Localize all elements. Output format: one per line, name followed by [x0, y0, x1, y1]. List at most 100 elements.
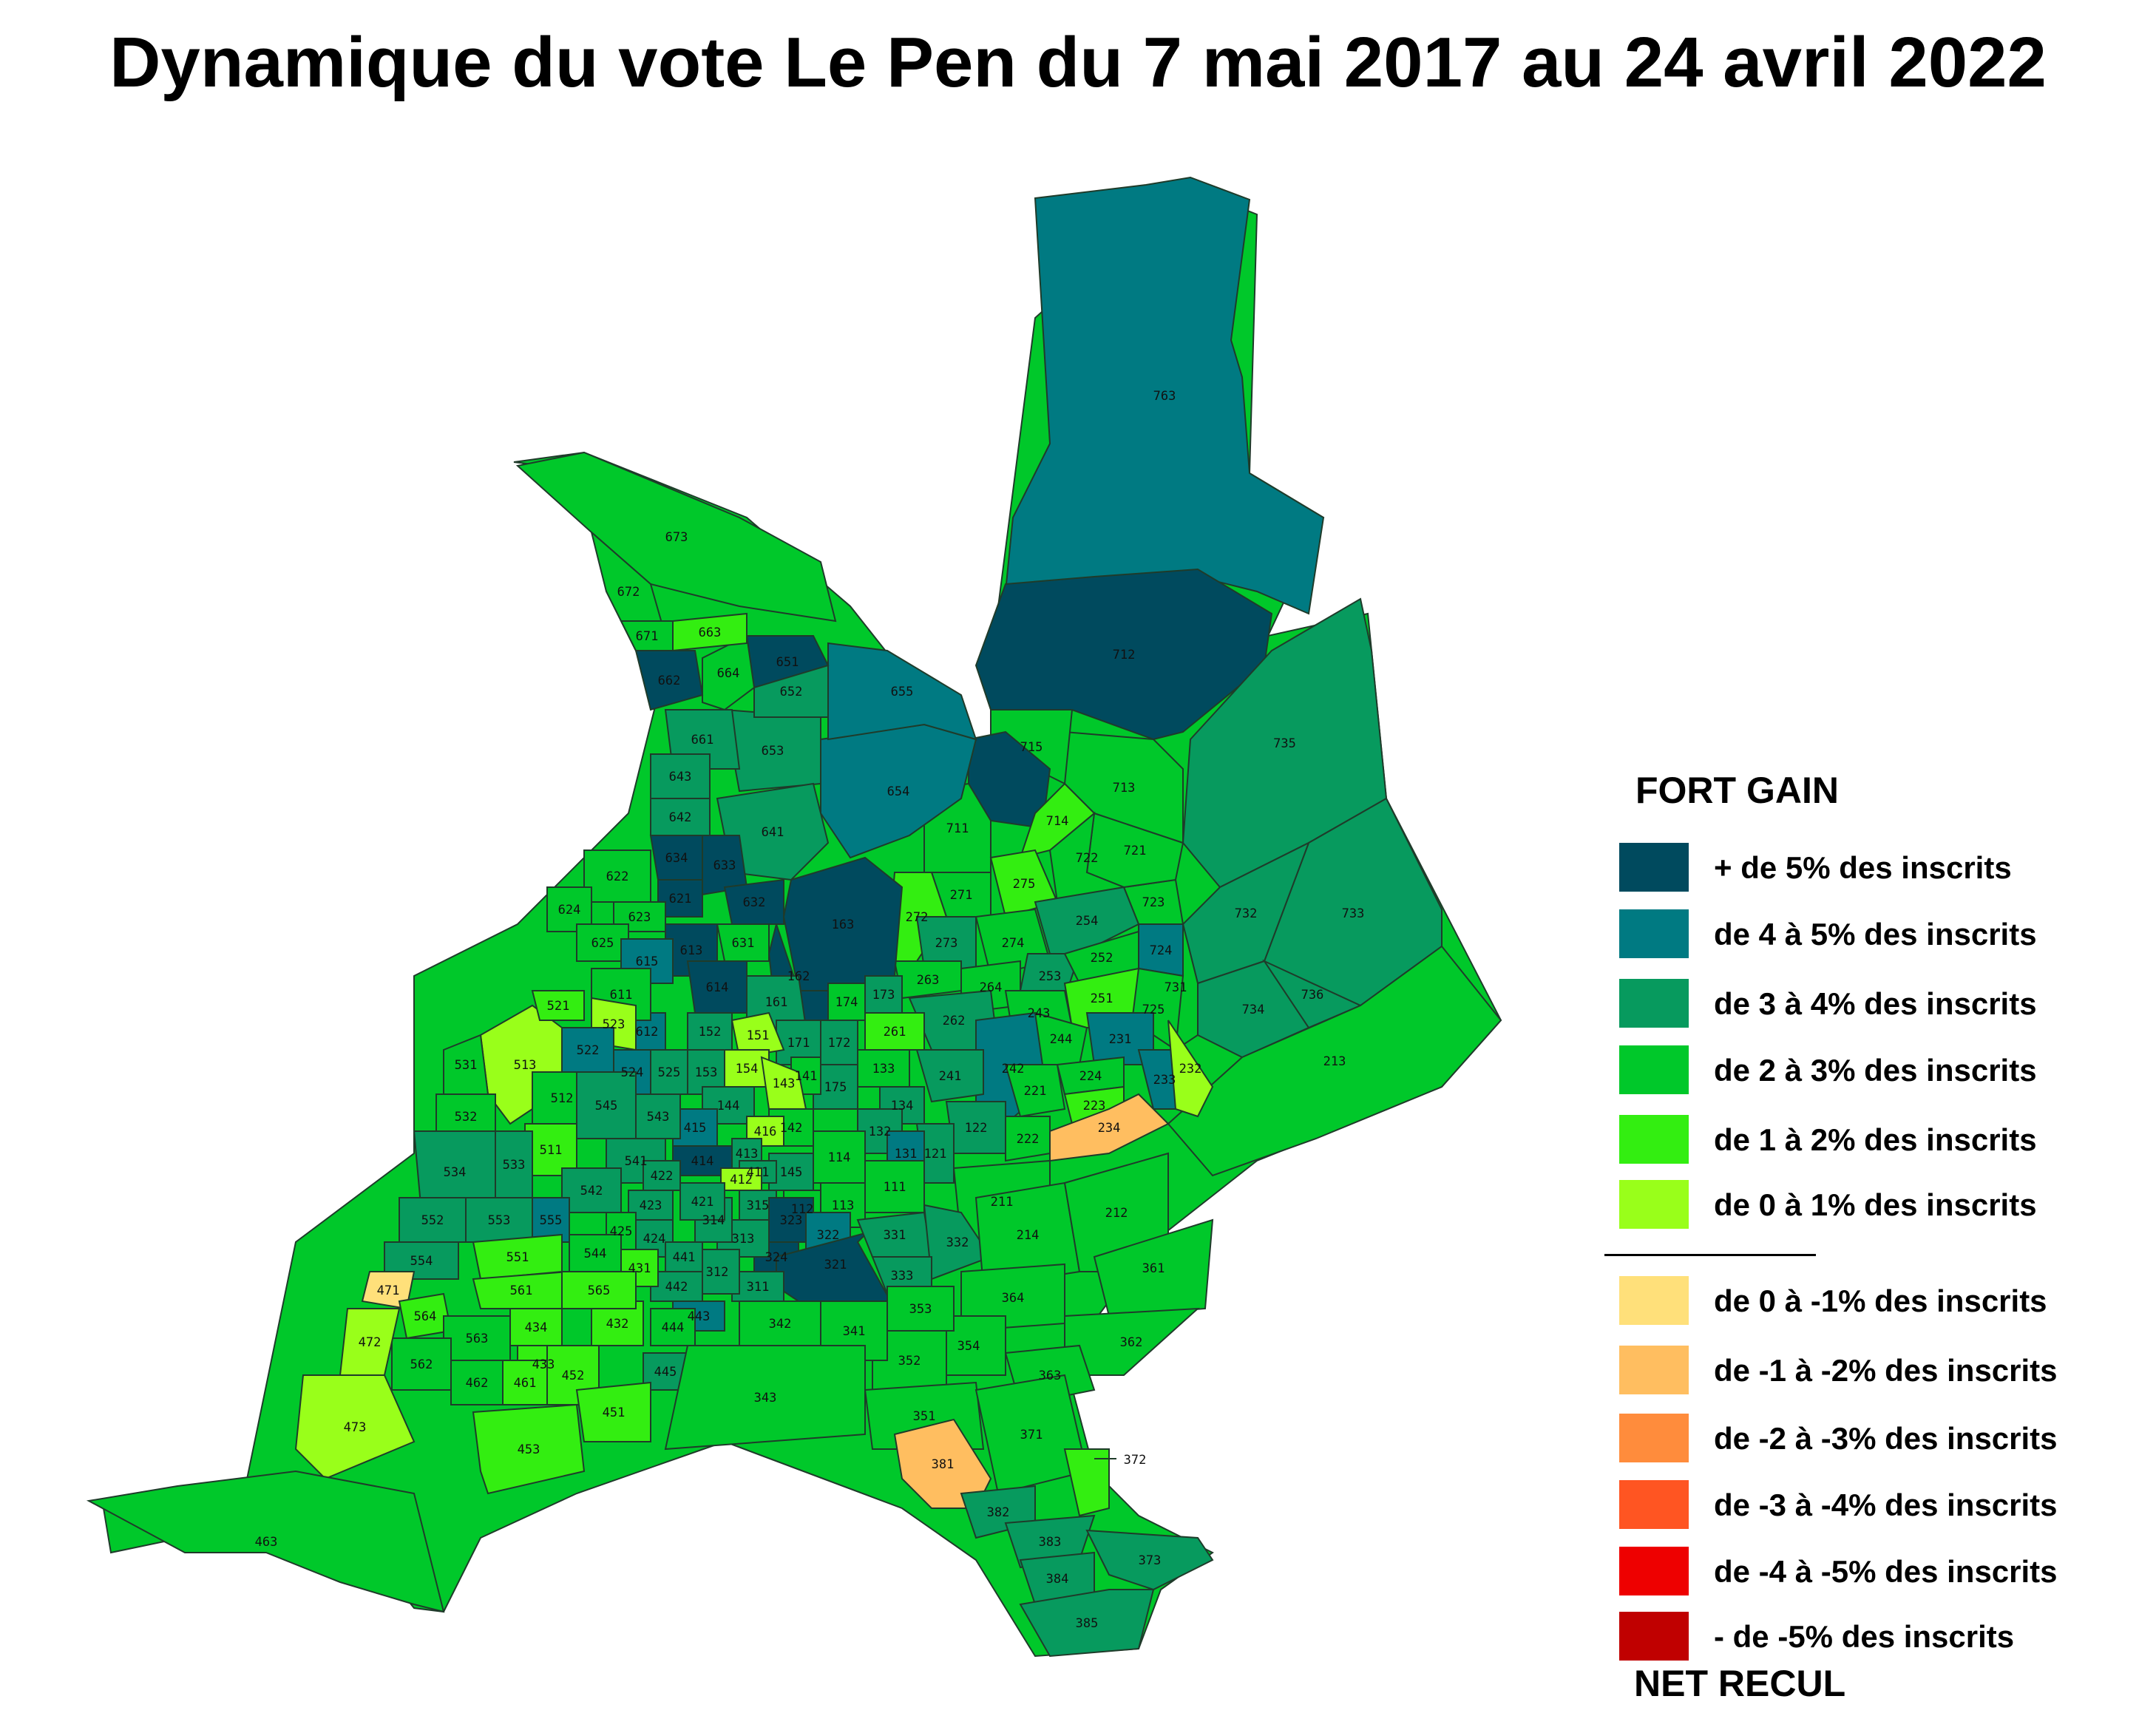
sector-label-554: 554: [410, 1254, 433, 1269]
sector-label-172: 172: [828, 1036, 851, 1051]
sector-label-364: 364: [1002, 1291, 1025, 1306]
sector-label-471: 471: [377, 1283, 400, 1298]
sector-label-342: 342: [769, 1317, 792, 1332]
legend-swatch: [1619, 1346, 1689, 1394]
sector-451: [575, 1381, 651, 1442]
sector-label-561: 561: [510, 1283, 533, 1298]
sector-label-622: 622: [606, 869, 629, 884]
sector-372: [1063, 1448, 1110, 1517]
sector-label-733: 733: [1342, 906, 1365, 921]
legend-label: de 4 à 5% des inscrits: [1714, 917, 2037, 952]
sector-label-421: 421: [691, 1195, 714, 1210]
sector-label-621: 621: [669, 892, 692, 906]
sector-label-131: 131: [895, 1147, 918, 1161]
sector-label-653: 653: [762, 744, 784, 759]
sector-173: [864, 975, 903, 1014]
sector-label-232: 232: [1179, 1062, 1202, 1076]
legend-swatch: [1619, 1045, 1689, 1094]
sector-632: [723, 878, 784, 925]
sector-label-122: 122: [965, 1121, 988, 1136]
legend-label: de -1 à -2% des inscrits: [1714, 1353, 2058, 1388]
sector-label-163: 163: [832, 918, 855, 932]
sector-label-263: 263: [917, 973, 940, 988]
legend-swatch: [1619, 1414, 1689, 1462]
sector-label-224: 224: [1079, 1069, 1102, 1084]
sector-463: [86, 1470, 445, 1613]
sector-label-412: 412: [730, 1173, 753, 1187]
sector-label-173: 173: [872, 988, 895, 1003]
sector-714: [1019, 782, 1096, 859]
sector-label-114: 114: [828, 1150, 851, 1165]
sector-label-112: 112: [791, 1202, 814, 1217]
legend-label: - de -5% des inscrits: [1714, 1619, 2015, 1654]
sector-label-441: 441: [673, 1250, 696, 1265]
sector-label-613: 613: [680, 943, 703, 958]
sector-label-312: 312: [706, 1265, 729, 1280]
sector-473: [294, 1374, 416, 1480]
sector-label-132: 132: [869, 1125, 892, 1139]
legend-swatch: [1619, 1547, 1689, 1595]
sector-label-233: 233: [1153, 1073, 1176, 1088]
sector-label-735: 735: [1273, 736, 1296, 751]
sector-label-624: 624: [558, 903, 581, 918]
sector-label-641: 641: [762, 825, 784, 840]
sector-label-152: 152: [699, 1025, 722, 1040]
sector-631: [716, 923, 770, 962]
sector-label-712: 712: [1113, 648, 1136, 662]
sector-label-143: 143: [773, 1076, 796, 1091]
sector-label-431: 431: [628, 1261, 651, 1276]
sector-763: [1004, 176, 1325, 615]
sector-552: [399, 1197, 467, 1243]
sector-label-222: 222: [1017, 1132, 1040, 1147]
sector-554: [384, 1241, 459, 1280]
sector-label-552: 552: [421, 1213, 444, 1228]
sector-label-422: 422: [651, 1169, 674, 1184]
sector-label-384: 384: [1046, 1572, 1069, 1587]
sector-label-612: 612: [636, 1025, 659, 1040]
sector-label-243: 243: [1028, 1006, 1051, 1021]
sector-label-512: 512: [551, 1091, 574, 1106]
sector-label-242: 242: [1002, 1062, 1025, 1076]
sector-label-451: 451: [603, 1405, 626, 1420]
sector-label-432: 432: [606, 1317, 629, 1332]
sector-label-273: 273: [935, 936, 958, 951]
sector-label-343: 343: [754, 1391, 777, 1405]
sector-label-351: 351: [913, 1409, 936, 1424]
sector-label-174: 174: [835, 995, 858, 1010]
sector-label-271: 271: [950, 888, 973, 903]
sector-label-414: 414: [691, 1154, 714, 1169]
sector-label-633: 633: [713, 858, 736, 873]
sector-label-525: 525: [658, 1065, 681, 1080]
legend-swatch: [1619, 1180, 1689, 1229]
sector-label-664: 664: [717, 666, 740, 681]
sector-label-315: 315: [747, 1198, 770, 1213]
sector-label-564: 564: [414, 1309, 437, 1324]
sector-label-543: 543: [647, 1110, 670, 1125]
sector-label-223: 223: [1083, 1099, 1106, 1113]
voting-map: 763 712 735 733 732 734 736 213 731 724 723 721 725 7…: [86, 176, 1502, 1658]
sector-label-724: 724: [1150, 943, 1173, 958]
sector-label-734: 734: [1242, 1003, 1265, 1017]
sector-label-424: 424: [643, 1232, 666, 1247]
legend-label: de -4 à -5% des inscrits: [1714, 1554, 2058, 1589]
sector-label-511: 511: [540, 1143, 563, 1158]
sector-521: [531, 990, 585, 1021]
sector-label-625: 625: [591, 936, 614, 951]
sector-label-715: 715: [1020, 740, 1043, 755]
sector-label-662: 662: [658, 674, 681, 688]
sector-385: [1019, 1589, 1155, 1658]
sector-label-721: 721: [1124, 844, 1147, 858]
legend-loss-heading: NET RECUL: [1634, 1663, 1846, 1704]
sector-label-623: 623: [628, 910, 651, 925]
sector-label-321: 321: [824, 1258, 847, 1272]
sector-label-311: 311: [747, 1280, 770, 1295]
legend-swatch: [1619, 1612, 1689, 1661]
sector-label-545: 545: [595, 1099, 618, 1113]
sector-543: [635, 1093, 681, 1139]
sector-label-631: 631: [732, 936, 755, 951]
sector-label-241: 241: [939, 1069, 962, 1084]
sector-label-234: 234: [1098, 1121, 1121, 1136]
legend-swatch: [1619, 909, 1689, 958]
legend-label: de -2 à -3% des inscrits: [1714, 1421, 2058, 1456]
sector-label-444: 444: [662, 1320, 685, 1335]
